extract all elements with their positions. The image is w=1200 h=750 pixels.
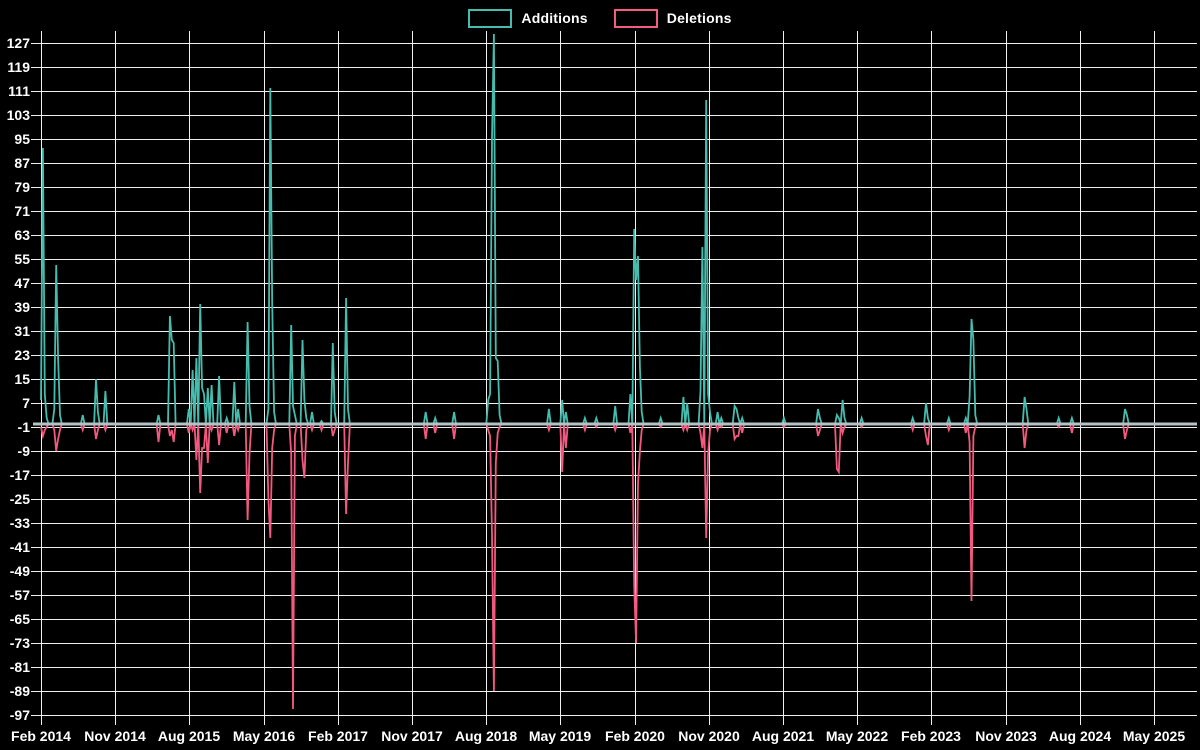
y-tick-label: 127 <box>6 35 30 51</box>
chart-legend: Additions Deletions <box>0 6 1200 30</box>
y-tick-label: -81 <box>9 659 30 675</box>
x-tick-label: Feb 2023 <box>901 728 961 744</box>
y-tick-label: 71 <box>14 203 30 219</box>
additions-swatch-icon <box>468 8 513 28</box>
y-tick-label: 95 <box>14 131 30 147</box>
x-tick-label: May 2025 <box>1122 728 1186 744</box>
y-tick-label: -49 <box>9 563 30 579</box>
x-tick-label: May 2022 <box>825 728 889 744</box>
x-tick-label: Aug 2021 <box>751 728 815 744</box>
x-tick-label: Aug 2024 <box>1048 728 1112 744</box>
y-tick-label: -17 <box>9 467 30 483</box>
y-tick-label: 7 <box>22 395 30 411</box>
deletions-swatch-icon <box>613 8 658 28</box>
x-tick-label: Nov 2014 <box>84 728 146 744</box>
y-tick-label: 47 <box>14 275 30 291</box>
y-tick-label: 87 <box>14 155 30 171</box>
y-tick-label: -41 <box>9 539 30 555</box>
y-tick-label: -57 <box>9 587 30 603</box>
x-tick-label: Nov 2020 <box>678 728 740 744</box>
y-tick-label: -1 <box>17 419 30 435</box>
legend-label: Deletions <box>666 10 732 26</box>
y-tick-label: 39 <box>14 299 30 315</box>
y-tick-label: -97 <box>9 707 30 723</box>
x-tick-label: Feb 2014 <box>11 728 71 744</box>
y-tick-label: 79 <box>14 179 30 195</box>
y-tick-label: 111 <box>8 83 30 99</box>
x-tick-label: Feb 2020 <box>605 728 665 744</box>
y-tick-label: 55 <box>14 251 30 267</box>
y-tick-label: 103 <box>6 107 30 123</box>
y-tick-label: 23 <box>14 347 30 363</box>
legend-item-deletions[interactable]: Deletions <box>613 8 732 28</box>
x-tick-label: May 2016 <box>232 728 296 744</box>
additions-line <box>40 33 1197 427</box>
legend-label: Additions <box>521 10 588 26</box>
x-tick-label: Feb 2017 <box>308 728 368 744</box>
y-tick-label: -33 <box>9 515 30 531</box>
y-tick-label: 119 <box>7 59 30 75</box>
x-tick-label: Nov 2017 <box>381 728 443 744</box>
y-tick-label: 31 <box>14 323 30 339</box>
x-tick-label: Aug 2015 <box>157 728 221 744</box>
y-tick-label: -65 <box>9 611 30 627</box>
y-tick-label: -25 <box>9 491 30 507</box>
y-tick-label: -9 <box>17 443 30 459</box>
y-tick-label: -73 <box>9 635 30 651</box>
y-tick-label: 63 <box>14 227 30 243</box>
y-tick-label: -89 <box>9 683 30 699</box>
deletions-line <box>40 420 1197 710</box>
legend-item-additions[interactable]: Additions <box>468 8 588 28</box>
x-tick-label: Nov 2023 <box>975 728 1037 744</box>
y-tick-label: 15 <box>14 371 30 387</box>
x-tick-label: May 2019 <box>528 728 592 744</box>
x-tick-label: Aug 2018 <box>454 728 518 744</box>
